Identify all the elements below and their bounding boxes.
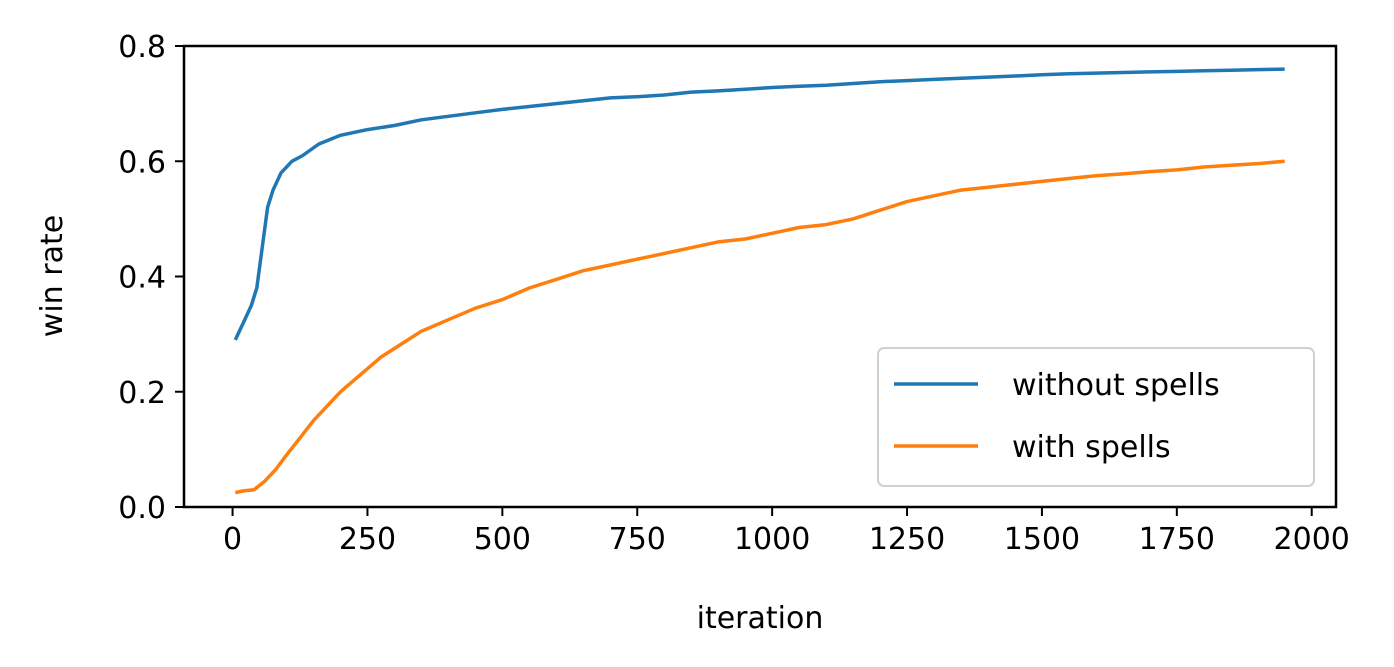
- x-tick-label: 1000: [734, 522, 810, 557]
- x-tick-label: 750: [609, 522, 666, 557]
- x-tick-label: 250: [339, 522, 396, 557]
- legend-label-with-spells: with spells: [1012, 430, 1171, 465]
- y-axis-label: win rate: [35, 215, 70, 337]
- legend-label-without-spells: without spells: [1012, 368, 1220, 403]
- x-tick-label: 0: [223, 522, 242, 557]
- legend-box: [877, 347, 1315, 487]
- x-tick-label: 1500: [1004, 522, 1080, 557]
- y-tick-label: 0.4: [118, 261, 166, 296]
- legend: without spells with spells: [877, 347, 1315, 487]
- series-line-without-spells: [233, 67, 1285, 341]
- x-axis-label: iteration: [697, 601, 824, 636]
- y-tick-label: 0.8: [118, 30, 166, 65]
- x-tick-label: 1250: [869, 522, 945, 557]
- x-tick-label: 1750: [1139, 522, 1215, 557]
- x-tick-label: 500: [474, 522, 531, 557]
- y-tick-label: 0.6: [118, 145, 166, 180]
- x-tick-label: 2000: [1274, 522, 1350, 557]
- series-layer: [233, 67, 1285, 495]
- y-tick-label: 0.0: [118, 491, 166, 526]
- ticks-layer: 0 250 500 750 1000 1250 1500 1750 2000 0.0 0.2 0.4 0…: [118, 30, 1350, 557]
- series-line-with-spells: [234, 159, 1285, 495]
- y-tick-label: 0.2: [118, 376, 166, 411]
